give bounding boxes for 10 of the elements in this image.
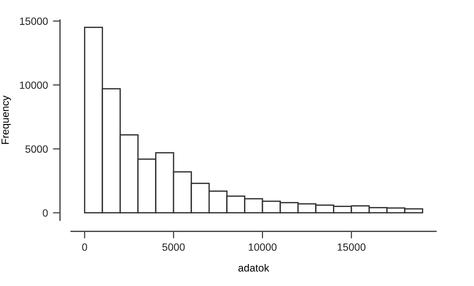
y-tick-label: 10000: [20, 81, 48, 89]
y-tick-label: 15000: [20, 18, 48, 25]
y-tick-label: 0: [42, 209, 48, 217]
x-tick-label: 10000: [248, 243, 277, 251]
x-axis-title: adatok: [238, 264, 270, 272]
y-axis-title: Frequency: [2, 96, 11, 144]
x-tick-label: 0: [82, 243, 88, 251]
x-tick-label: 15000: [338, 243, 366, 251]
x-tick-label: 5000: [162, 243, 185, 251]
y-tick-label: 5000: [25, 145, 48, 153]
